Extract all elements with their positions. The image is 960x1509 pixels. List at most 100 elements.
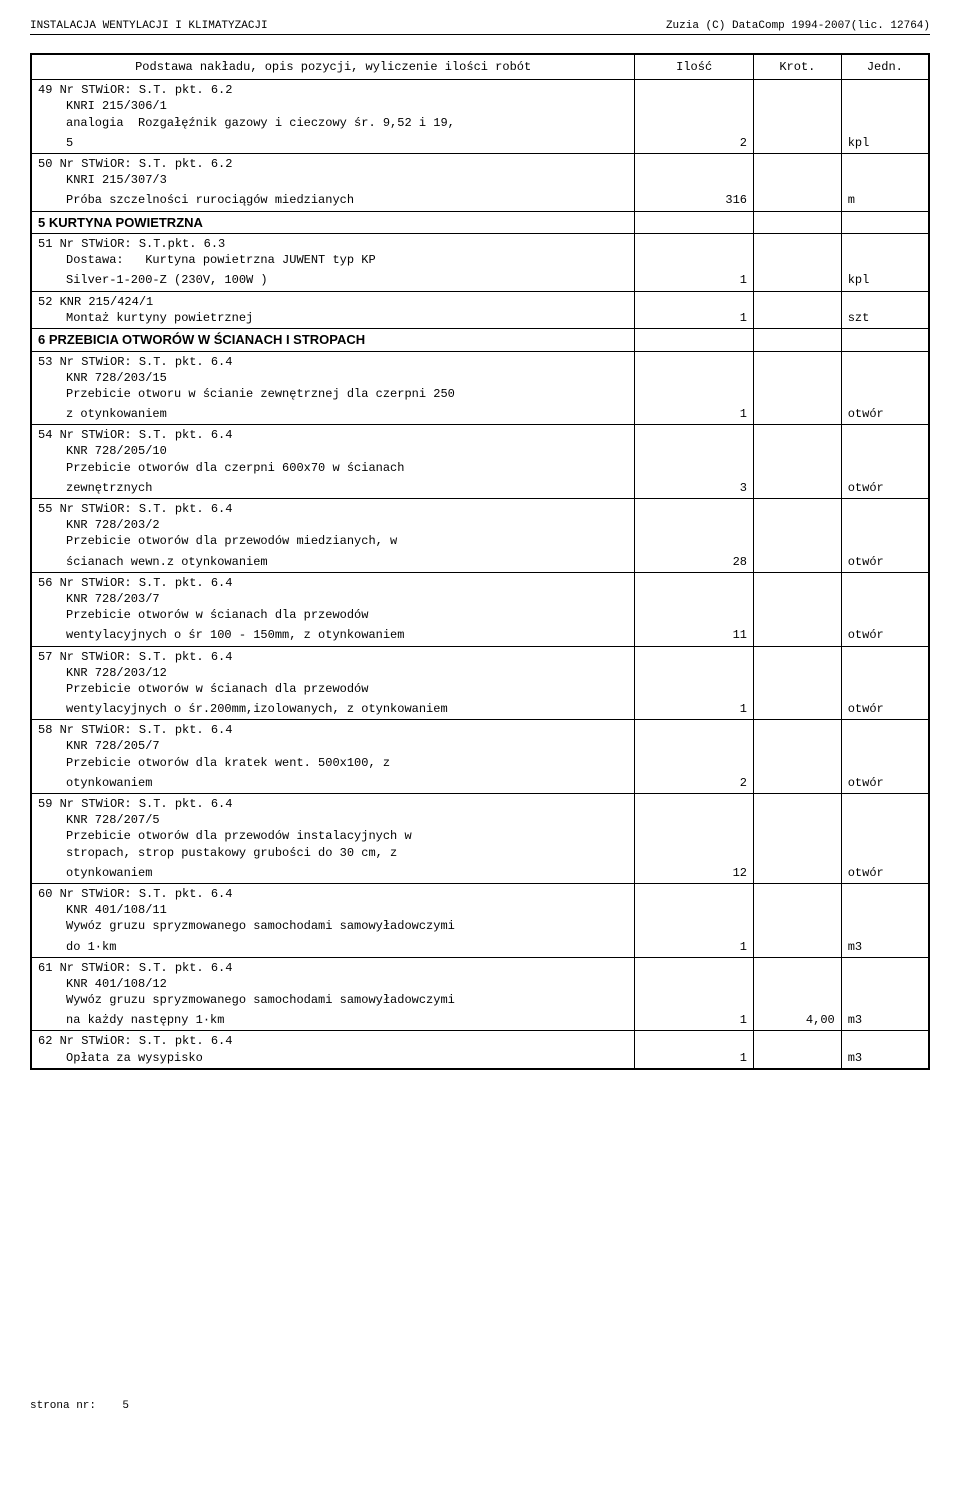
row-empty bbox=[635, 153, 754, 190]
table-row: 49 Nr STWiOR: S.T. pkt. 6.2KNRI 215/306/… bbox=[31, 80, 929, 133]
row-krot bbox=[754, 190, 842, 211]
cost-table: Podstawa nakładu, opis pozycji, wyliczen… bbox=[30, 53, 930, 1070]
row-number-ref: 59 Nr STWiOR: S.T. pkt. 6.4 bbox=[38, 796, 628, 812]
table-row: 60 Nr STWiOR: S.T. pkt. 6.4KNR 401/108/1… bbox=[31, 883, 929, 936]
row-body-line: KNR 728/207/5 bbox=[38, 812, 628, 828]
row-qty: 316 bbox=[635, 190, 754, 211]
header-right: Zuzia (C) DataComp 1994-2007(lic. 12764) bbox=[666, 20, 930, 32]
row-qty: 2 bbox=[635, 773, 754, 794]
row-body-line: Dostawa: Kurtyna powietrzna JUWENT typ K… bbox=[38, 252, 628, 268]
row-desc: z otynkowaniem bbox=[31, 404, 635, 425]
row-qty: 1 bbox=[635, 937, 754, 958]
row-empty bbox=[754, 499, 842, 552]
table-row: 53 Nr STWiOR: S.T. pkt. 6.4KNR 728/203/1… bbox=[31, 351, 929, 404]
row-desc: 58 Nr STWiOR: S.T. pkt. 6.4KNR 728/205/7… bbox=[31, 720, 635, 773]
table-body: 49 Nr STWiOR: S.T. pkt. 6.2KNRI 215/306/… bbox=[31, 80, 929, 1069]
row-desc: 62 Nr STWiOR: S.T. pkt. 6.4Opłata za wys… bbox=[31, 1031, 635, 1069]
row-body-line: KNRI 215/306/1 bbox=[38, 98, 628, 114]
row-empty bbox=[841, 957, 929, 1010]
row-body-line: KNRI 215/307/3 bbox=[38, 172, 628, 188]
table-row: 50 Nr STWiOR: S.T. pkt. 6.2KNRI 215/307/… bbox=[31, 153, 929, 190]
row-desc: wentylacyjnych o śr.200mm,izolowanych, z… bbox=[31, 699, 635, 720]
row-body-line: wentylacyjnych o śr.200mm,izolowanych, z… bbox=[38, 701, 628, 717]
col-desc: Podstawa nakładu, opis pozycji, wyliczen… bbox=[31, 54, 635, 80]
row-body-line: KNR 401/108/11 bbox=[38, 902, 628, 918]
row-body-line: Przebicie otworów dla przewodów miedzian… bbox=[38, 533, 628, 549]
row-empty bbox=[754, 234, 842, 271]
row-body-line: zewnętrznych bbox=[38, 480, 628, 496]
row-body-line: Wywóz gruzu spryzmowanego samochodami sa… bbox=[38, 918, 628, 934]
row-qty: 3 bbox=[635, 478, 754, 499]
table-row: 59 Nr STWiOR: S.T. pkt. 6.4KNR 728/207/5… bbox=[31, 794, 929, 863]
row-number-ref: 56 Nr STWiOR: S.T. pkt. 6.4 bbox=[38, 575, 628, 591]
row-empty bbox=[841, 572, 929, 625]
row-empty bbox=[841, 646, 929, 699]
row-krot bbox=[754, 863, 842, 884]
row-empty bbox=[635, 80, 754, 133]
row-empty bbox=[841, 351, 929, 404]
table-row: otynkowaniem12 otwór bbox=[31, 863, 929, 884]
section-title: 5 KURTYNA POWIETRZNA bbox=[31, 211, 635, 234]
row-body-line: Opłata za wysypisko bbox=[38, 1050, 628, 1066]
row-number-ref: 58 Nr STWiOR: S.T. pkt. 6.4 bbox=[38, 722, 628, 738]
row-desc: 54 Nr STWiOR: S.T. pkt. 6.4KNR 728/205/1… bbox=[31, 425, 635, 478]
row-number-ref: 51 Nr STWiOR: S.T.pkt. 6.3 bbox=[38, 236, 628, 252]
header-left: INSTALACJA WENTYLACJI I KLIMATYZACJI bbox=[30, 20, 268, 32]
row-unit: otwór bbox=[841, 863, 929, 884]
row-unit: otwór bbox=[841, 404, 929, 425]
row-body-line: KNR 728/203/15 bbox=[38, 370, 628, 386]
row-desc: na każdy następny 1·km bbox=[31, 1010, 635, 1031]
row-krot bbox=[754, 404, 842, 425]
row-desc: 61 Nr STWiOR: S.T. pkt. 6.4KNR 401/108/1… bbox=[31, 957, 635, 1010]
row-krot bbox=[754, 478, 842, 499]
row-number-ref: 62 Nr STWiOR: S.T. pkt. 6.4 bbox=[38, 1033, 628, 1049]
row-desc: zewnętrznych bbox=[31, 478, 635, 499]
section-empty bbox=[754, 211, 842, 234]
row-krot bbox=[754, 133, 842, 154]
row-desc: wentylacyjnych o śr 100 - 150mm, z otynk… bbox=[31, 625, 635, 646]
row-qty: 1 bbox=[635, 270, 754, 291]
table-row: na każdy następny 1·km14,00m3 bbox=[31, 1010, 929, 1031]
row-empty bbox=[754, 572, 842, 625]
row-qty: 12 bbox=[635, 863, 754, 884]
row-body-line: na każdy następny 1·km bbox=[38, 1012, 628, 1028]
row-body-line: Przebicie otworów dla kratek went. 500x1… bbox=[38, 755, 628, 771]
footer-label: strona nr: bbox=[30, 1400, 96, 1412]
row-desc: 57 Nr STWiOR: S.T. pkt. 6.4KNR 728/203/1… bbox=[31, 646, 635, 699]
row-empty bbox=[635, 883, 754, 936]
row-unit: otwór bbox=[841, 699, 929, 720]
row-desc: Próba szczelności rurociągów miedzianych bbox=[31, 190, 635, 211]
row-qty: 1 bbox=[635, 1010, 754, 1031]
row-body-line: wentylacyjnych o śr 100 - 150mm, z otynk… bbox=[38, 627, 628, 643]
row-body-line: stropach, strop pustakowy grubości do 30… bbox=[38, 845, 628, 861]
page-footer: strona nr: 5 bbox=[30, 1070, 930, 1412]
row-desc: 56 Nr STWiOR: S.T. pkt. 6.4KNR 728/203/7… bbox=[31, 572, 635, 625]
row-unit: m bbox=[841, 190, 929, 211]
row-empty bbox=[841, 234, 929, 271]
row-body-line: Przebicie otworów w ścianach dla przewod… bbox=[38, 607, 628, 623]
col-unit: Jedn. bbox=[841, 54, 929, 80]
section-empty bbox=[754, 328, 842, 351]
row-number-ref: 60 Nr STWiOR: S.T. pkt. 6.4 bbox=[38, 886, 628, 902]
table-row: 57 Nr STWiOR: S.T. pkt. 6.4KNR 728/203/1… bbox=[31, 646, 929, 699]
row-krot bbox=[754, 270, 842, 291]
table-row: Silver-1-200-Z (230V, 100W )1kpl bbox=[31, 270, 929, 291]
row-krot bbox=[754, 552, 842, 573]
row-body-line: KNR 728/205/7 bbox=[38, 738, 628, 754]
row-body-line: KNR 728/203/2 bbox=[38, 517, 628, 533]
row-qty: 2 bbox=[635, 133, 754, 154]
section-row: 5 KURTYNA POWIETRZNA bbox=[31, 211, 929, 234]
row-empty bbox=[754, 720, 842, 773]
row-desc: otynkowaniem bbox=[31, 863, 635, 884]
row-body-line: KNR 728/205/10 bbox=[38, 443, 628, 459]
row-empty bbox=[841, 499, 929, 552]
row-krot bbox=[754, 1031, 842, 1069]
table-header-row: Podstawa nakładu, opis pozycji, wyliczen… bbox=[31, 54, 929, 80]
row-body-line: Przebicie otworu w ścianie zewnętrznej d… bbox=[38, 386, 628, 402]
col-krot: Krot. bbox=[754, 54, 842, 80]
row-krot bbox=[754, 773, 842, 794]
row-empty bbox=[754, 425, 842, 478]
section-title: 6 PRZEBICIA OTWORÓW W ŚCIANACH I STROPAC… bbox=[31, 328, 635, 351]
row-empty bbox=[841, 720, 929, 773]
col-qty: Ilość bbox=[635, 54, 754, 80]
